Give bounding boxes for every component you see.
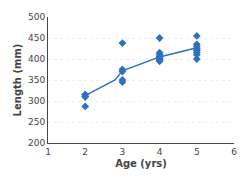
svg-text:3: 3 xyxy=(120,147,126,157)
svg-text:6: 6 xyxy=(231,147,237,157)
svg-text:1: 1 xyxy=(45,147,51,157)
svg-text:350: 350 xyxy=(28,75,45,85)
svg-text:2: 2 xyxy=(82,147,88,157)
svg-text:450: 450 xyxy=(28,33,45,43)
svg-text:Length (mm): Length (mm) xyxy=(12,44,23,117)
svg-text:Age (yrs): Age (yrs) xyxy=(115,158,167,169)
svg-text:5: 5 xyxy=(194,147,200,157)
svg-text:500: 500 xyxy=(28,12,45,22)
svg-text:4: 4 xyxy=(157,147,163,157)
svg-text:400: 400 xyxy=(28,54,45,64)
svg-text:200: 200 xyxy=(28,138,45,148)
svg-text:250: 250 xyxy=(28,117,45,127)
svg-text:300: 300 xyxy=(28,96,45,106)
